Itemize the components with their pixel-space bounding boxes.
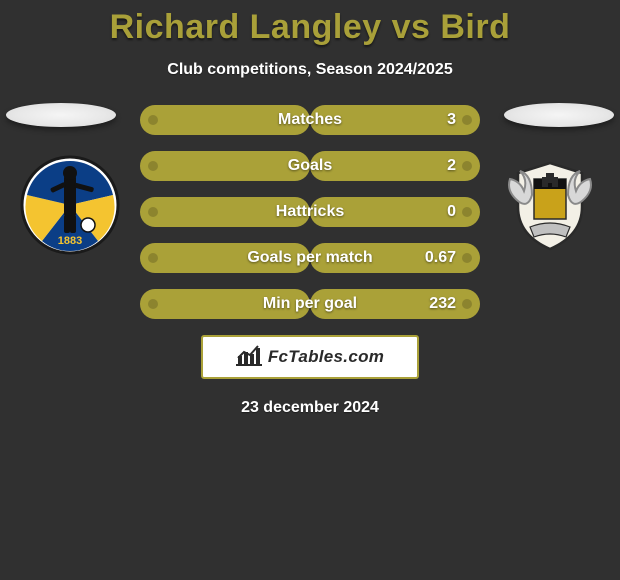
stat-label: Goals: [288, 151, 332, 181]
stat-row: Matches 3: [140, 105, 480, 135]
brand-text: FcTables.com: [268, 347, 384, 367]
player-right-photo: [504, 103, 614, 127]
page-title: Richard Langley vs Bird: [0, 0, 620, 47]
subtitle: Club competitions, Season 2024/2025: [0, 61, 620, 79]
player-right-name: Bird: [440, 8, 510, 46]
comparison-arena: 1883 Matches 3 Goals 2 Hattricks 0 Goals per m…: [0, 105, 620, 319]
stat-row: Hattricks 0: [140, 197, 480, 227]
club-left-crest: 1883: [20, 155, 120, 255]
stat-value-right: 0: [447, 197, 456, 227]
stat-value-right: 0.67: [425, 243, 456, 273]
stat-bar-left: [140, 151, 310, 181]
stat-label: Matches: [278, 105, 342, 135]
club-right-crest: [500, 155, 600, 255]
stat-row: Goals per match 0.67: [140, 243, 480, 273]
stat-bars: Matches 3 Goals 2 Hattricks 0 Goals per match 0…: [140, 105, 480, 319]
stat-label: Min per goal: [263, 289, 357, 319]
vs-separator: vs: [382, 8, 441, 46]
player-left-name: Richard Langley: [110, 8, 382, 46]
date-text: 23 december 2024: [0, 399, 620, 417]
svg-text:1883: 1883: [58, 235, 82, 247]
stat-row: Min per goal 232: [140, 289, 480, 319]
stat-label: Hattricks: [276, 197, 344, 227]
player-left-photo: [6, 103, 116, 127]
brand-box[interactable]: FcTables.com: [201, 335, 419, 379]
stat-row: Goals 2: [140, 151, 480, 181]
stat-value-right: 2: [447, 151, 456, 181]
chart-icon: [236, 344, 262, 371]
stat-value-right: 232: [429, 289, 456, 319]
stat-value-right: 3: [447, 105, 456, 135]
stat-label: Goals per match: [247, 243, 372, 273]
